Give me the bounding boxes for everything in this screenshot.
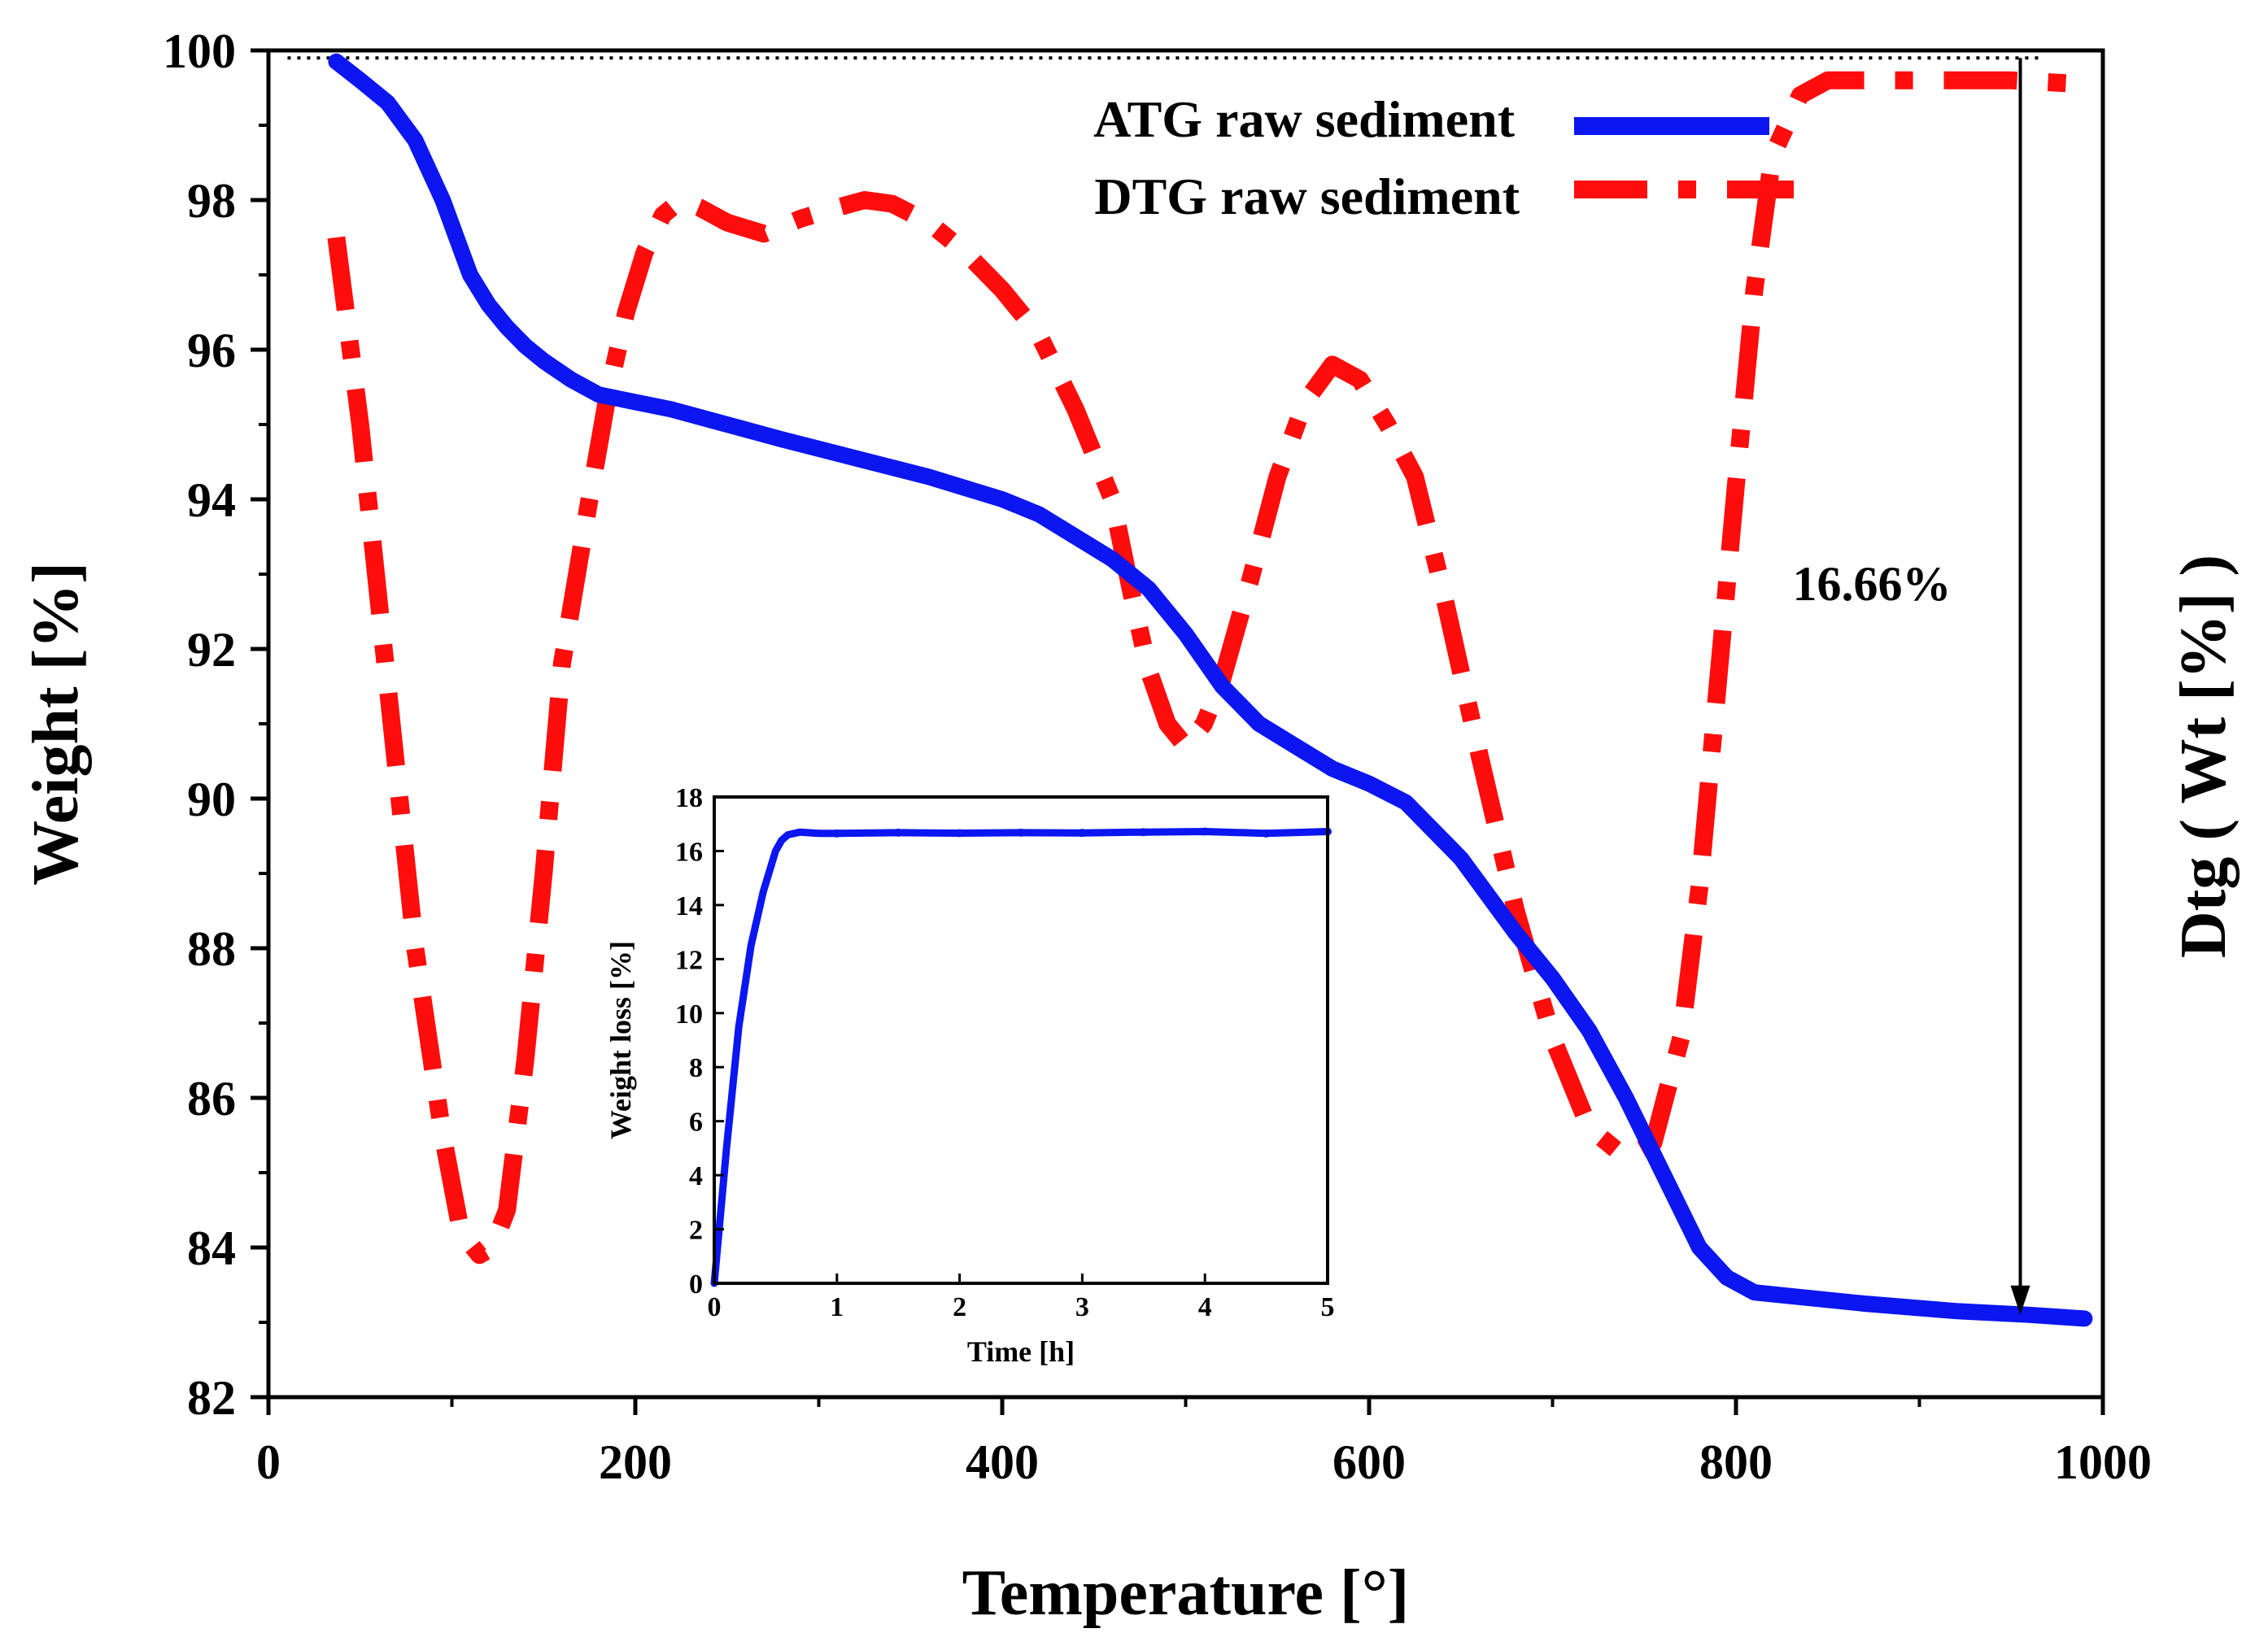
- y-tick-label: 82: [187, 1371, 236, 1425]
- inset-x-tick-label: 1: [830, 1292, 844, 1322]
- y-tick-label: 100: [163, 24, 236, 78]
- legend-label-atg: ATG raw sediment: [1093, 90, 1516, 148]
- inset-y-tick-label: 4: [689, 1161, 703, 1191]
- inset-x-tick-label: 0: [708, 1292, 722, 1322]
- y-tick-label: 90: [187, 773, 236, 826]
- inset-data-point: [1017, 828, 1025, 837]
- x-tick-label: 0: [256, 1435, 281, 1489]
- x-tick-label: 600: [1332, 1435, 1406, 1489]
- y-tick-label: 88: [187, 922, 236, 976]
- inset-y-tick-label: 2: [689, 1216, 703, 1246]
- x-tick-label: 400: [966, 1435, 1039, 1489]
- y-tick-label: 86: [187, 1072, 236, 1126]
- main-plot: 16.66% 0 200 400 600 800 1000 828486889092949…: [20, 24, 2240, 1629]
- atg-series-line: [328, 53, 2093, 1327]
- inset-x-tick-label: 4: [1198, 1292, 1212, 1322]
- inset-y-tick-label: 10: [675, 999, 703, 1030]
- inset-data-point: [894, 828, 903, 837]
- inset-y-axis-title: Weight loss [%]: [604, 941, 637, 1139]
- inset-background: [714, 797, 1328, 1283]
- inset-y-tick-label: 12: [675, 945, 703, 975]
- inset-x-axis-title: Time [h]: [967, 1335, 1075, 1368]
- x-tick-label: 1000: [2054, 1435, 2152, 1489]
- inset-data-point: [1078, 829, 1087, 838]
- y2-axis-title: Dtg ( Wt [%] ): [2168, 555, 2240, 958]
- inset-y-tick-label: 0: [689, 1269, 703, 1300]
- annotation-label: 16.66%: [1793, 557, 1952, 611]
- inset-y-tick-label: 8: [689, 1053, 703, 1083]
- inset-y-tick-label: 6: [689, 1108, 703, 1138]
- inset-data-point: [955, 829, 964, 838]
- x-axis-title: Temperature [°]: [962, 1557, 1410, 1629]
- inset-x-tick-label: 2: [953, 1292, 966, 1322]
- x-tick-label: 800: [1699, 1435, 1773, 1489]
- inset-y-axis-ticks: 0 2 4 6 8 10 12 14 16 18: [675, 783, 724, 1300]
- y-axis-ticks: 82 84 86 88 90 92 94 96 98 100: [163, 24, 268, 1425]
- y-tick-label: 92: [187, 623, 236, 677]
- inset-data-point: [1262, 829, 1271, 838]
- inset-y-tick-label: 14: [675, 891, 703, 921]
- inset-x-tick-label: 3: [1075, 1292, 1089, 1322]
- inset-data-point: [1139, 828, 1148, 837]
- y-tick-label: 96: [187, 324, 236, 377]
- inset-y-tick-label: 16: [675, 837, 703, 867]
- inset-data-point: [832, 829, 841, 838]
- main-series-group: [327, 53, 2093, 1327]
- y-tick-label: 94: [187, 473, 236, 527]
- y-tick-label: 98: [187, 174, 236, 228]
- annotation-group: 16.66%: [1793, 58, 2030, 1315]
- legend: ATG raw sediment DTG raw sediment: [1093, 90, 1794, 225]
- inset-series-group: [710, 827, 1332, 1287]
- inset-plot-frame: [713, 795, 1329, 1285]
- dtg-series-line: [327, 71, 2085, 1265]
- legend-label-dtg: DTG raw sediment: [1094, 168, 1520, 225]
- inset-y-tick-label: 18: [675, 783, 703, 813]
- y-axis-title: Weight [%]: [20, 562, 92, 886]
- x-tick-label: 200: [599, 1435, 672, 1489]
- y-tick-label: 84: [187, 1221, 236, 1275]
- inset-data-point: [1201, 827, 1210, 836]
- annotation-arrow-head: [2010, 1285, 2030, 1315]
- inset-x-tick-label: 5: [1321, 1292, 1335, 1322]
- x-axis-ticks: 0 200 400 600 800 1000: [256, 1397, 2152, 1489]
- inset-x-axis-ticks: 0 1 2 3 4 5: [708, 1274, 1335, 1322]
